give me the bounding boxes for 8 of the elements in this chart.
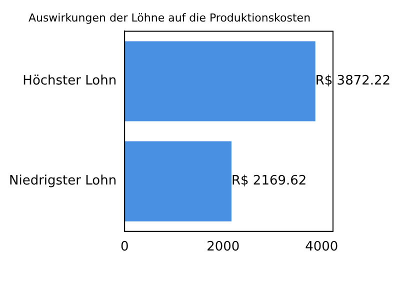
x-tick-label: 2000 xyxy=(206,240,240,255)
data-label: R$ 3872.22 xyxy=(315,74,391,89)
x-tick-label: 4000 xyxy=(305,240,338,255)
chart-title: Auswirkungen der Löhne auf die Produktionskosten xyxy=(28,11,311,24)
y-tick-label: Niedrigster Lohn xyxy=(8,174,117,189)
data-label: R$ 2169.62 xyxy=(231,174,307,189)
y-tick-label: Höchster Lohn xyxy=(22,74,117,89)
x-tick-label: 0 xyxy=(120,240,129,255)
